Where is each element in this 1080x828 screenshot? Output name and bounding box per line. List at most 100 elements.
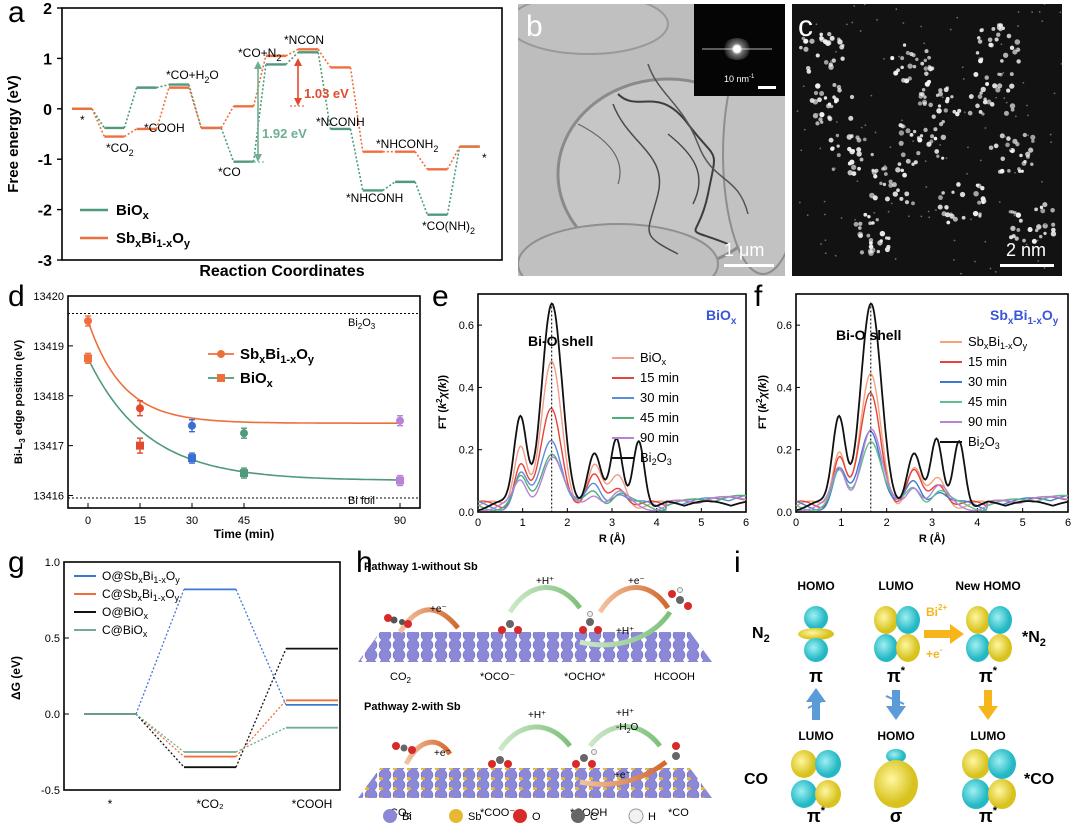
haadf-atom — [936, 154, 940, 158]
g-ylabel: ΔG (eV) — [9, 656, 23, 700]
e-ytick-label: 0.4 — [459, 382, 474, 394]
haadf-noise — [816, 113, 819, 115]
haadf-atom — [902, 43, 907, 47]
panel-b-tem-image: b 10 nm-1 1 μm — [518, 4, 785, 276]
haadf-atom — [907, 76, 912, 81]
haadf-noise — [1037, 260, 1040, 262]
haadf-atom — [924, 49, 929, 54]
chart-d: 13420 13419 13418 13417 13416 0 15 30 45 90 Bi-L3… — [13, 291, 421, 541]
haadf-atom — [1016, 59, 1021, 64]
haadf-noise — [1050, 141, 1053, 144]
g-ytick-label: -0.5 — [41, 785, 60, 797]
haadf-noise — [979, 159, 982, 162]
haadf-atom — [834, 99, 838, 104]
haadf-atom — [1030, 162, 1034, 166]
i-n2-homo-lobe1 — [804, 606, 828, 630]
haadf-atom — [1042, 202, 1048, 208]
haadf-atom — [979, 91, 983, 95]
pathway-scheme: Pathway 1-without Sb +H⁺ +e⁻ +e⁻ +H⁺ CO2… — [358, 561, 712, 821]
h-legend-h: H — [648, 811, 656, 823]
i-pistar-3: π* — [807, 805, 826, 826]
g-xtick-label: *COOH — [292, 797, 333, 811]
g-ytick-label: 0.5 — [45, 633, 60, 645]
haadf-atom — [931, 114, 936, 119]
i-arrow-down-blue — [886, 690, 906, 720]
haadf-atom — [1015, 212, 1022, 218]
haadf-noise — [1004, 135, 1007, 138]
haadf-atom — [828, 62, 833, 67]
haadf-noise — [925, 186, 928, 188]
haadf-atom — [840, 56, 845, 61]
g-connector — [235, 727, 287, 753]
haadf-noise — [962, 78, 965, 80]
haadf-atom — [1038, 234, 1043, 239]
haadf-atom — [819, 112, 825, 118]
h-p2-co: *CO — [668, 807, 689, 819]
haadf-atom — [859, 250, 865, 255]
haadf-atom — [1006, 33, 1012, 39]
d-ref-bifoil: Bi foil — [348, 495, 375, 507]
a-ytick-label: -3 — [38, 253, 52, 270]
f-ytick-label: 0.4 — [777, 382, 792, 394]
d-point-sb — [240, 429, 248, 438]
haadf-atom — [827, 116, 833, 122]
tem-scale-label: 1 μm — [724, 240, 765, 260]
e-xlabel: R (Å) — [599, 532, 626, 545]
panel-label-i: i — [734, 546, 741, 579]
e-legend-label: 30 min — [640, 390, 679, 405]
haadf-noise — [1009, 148, 1012, 151]
panel-h: h Pathway 1-without Sb +H⁺ +e⁻ +e⁻ +H⁺ C… — [350, 546, 720, 826]
haadf-noise — [912, 140, 915, 142]
g-xtick-label: *CO₂ — [196, 797, 224, 811]
a-e1: 1.03 eV — [304, 86, 349, 101]
haadf-atom — [934, 149, 940, 154]
haadf-atom — [982, 99, 988, 105]
haadf-noise — [994, 270, 997, 273]
i-sigma: σ — [890, 806, 902, 826]
haadf-noise — [874, 131, 877, 134]
haadf-atom — [996, 32, 1001, 37]
h-p1-arrow-2: +e⁻ — [430, 604, 447, 615]
haadf-atom — [977, 94, 983, 99]
haadf-noise — [949, 28, 952, 31]
i-n2-ads: *N2 — [1022, 629, 1046, 649]
haadf-noise — [1043, 266, 1046, 269]
haadf-noise — [1049, 133, 1052, 136]
haadf-atom — [912, 64, 917, 69]
saed-scale-label: 10 nm-1 — [724, 74, 755, 84]
g-ytick-label: 0.0 — [45, 709, 60, 721]
haadf-noise — [803, 20, 806, 23]
haadf-atom — [817, 97, 822, 103]
haadf-noise — [824, 252, 827, 255]
panel-a: a 2 1 0 -1 -2 -3 Free energy (eV) Reaction Co… — [0, 0, 510, 280]
haadf-noise — [859, 30, 862, 32]
haadf-atom — [1003, 110, 1009, 116]
haadf-atom — [835, 133, 840, 138]
haadf-atom — [888, 179, 893, 184]
haadf-noise — [800, 149, 803, 152]
h-legend-o: O — [532, 811, 541, 823]
haadf-atom — [938, 195, 943, 201]
haadf-atom — [803, 46, 809, 52]
haadf-atom — [959, 191, 966, 198]
haadf-atom — [1010, 107, 1015, 112]
a-conh22: *CO(NH)2 — [422, 219, 475, 236]
haadf-atom — [830, 146, 835, 151]
haadf-atom — [957, 108, 962, 113]
haadf-noise — [1044, 223, 1047, 226]
haadf-atom — [876, 249, 881, 254]
haadf-noise — [860, 126, 863, 129]
haadf-atom — [856, 147, 862, 153]
haadf-atom — [868, 238, 874, 243]
haadf-atom — [905, 50, 910, 55]
g-xtick-label: * — [108, 797, 113, 811]
a-ytick-label: 2 — [43, 1, 52, 18]
haadf-atom — [1051, 227, 1056, 233]
haadf-atom — [997, 83, 1003, 89]
haadf-atom — [989, 102, 995, 107]
haadf-atom — [980, 86, 986, 93]
d-xtick-label: 45 — [238, 515, 250, 527]
d-point-bio — [136, 441, 144, 450]
e-xtick-label: 4 — [654, 517, 660, 529]
haadf-noise — [802, 85, 805, 88]
